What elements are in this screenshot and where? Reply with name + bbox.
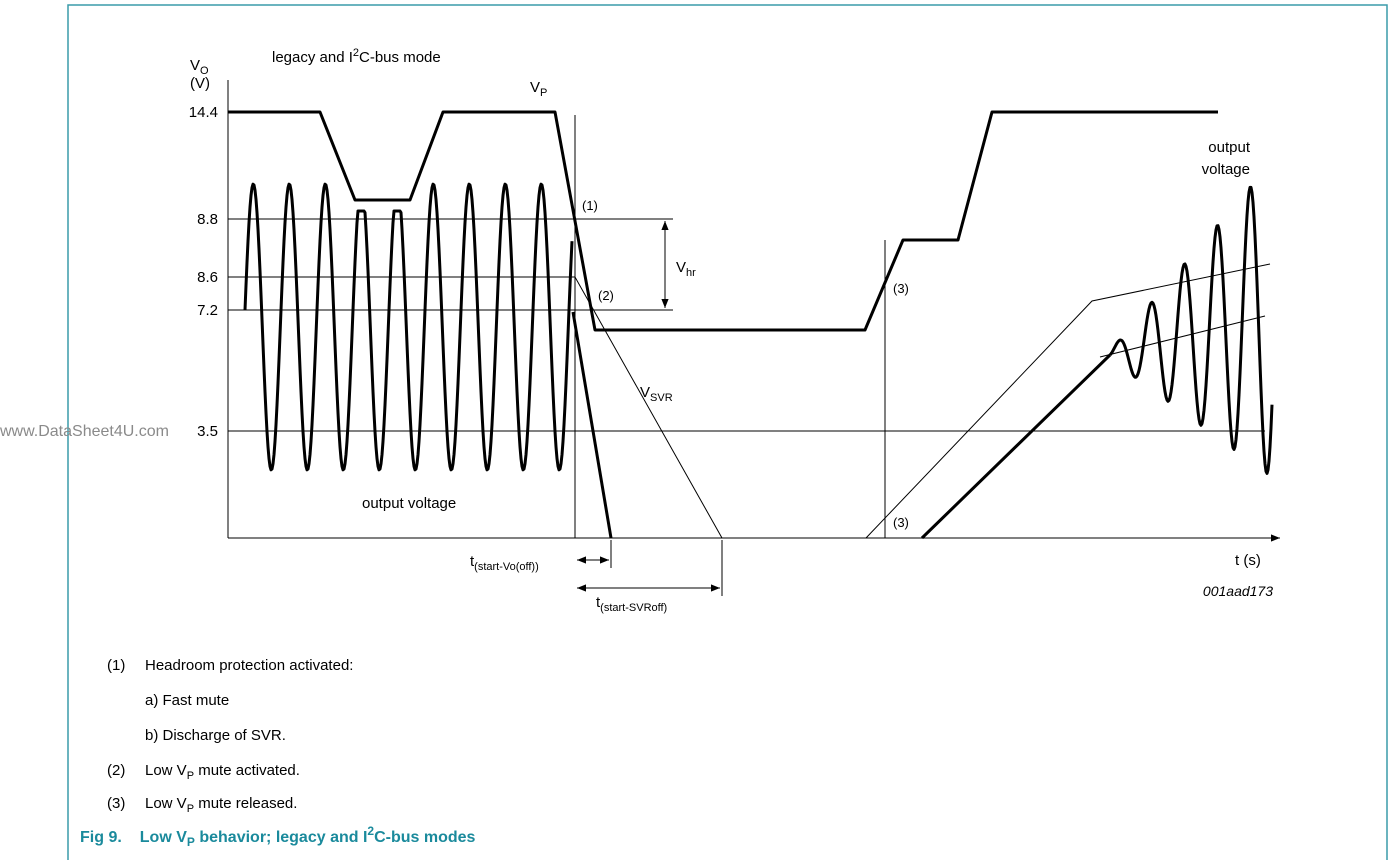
note-text: Headroom protection activated: bbox=[145, 657, 353, 674]
vhr-label: Vhr bbox=[676, 259, 696, 279]
vsvr-label: VSVR bbox=[640, 384, 673, 404]
note-text: Low VP mute released. bbox=[145, 795, 297, 815]
y-unit: (V) bbox=[190, 75, 210, 92]
frame bbox=[67, 4, 1388, 860]
marker-label: (3) bbox=[893, 515, 909, 530]
note-text: Low VP mute activated. bbox=[145, 762, 300, 782]
note-text: b) Discharge of SVR. bbox=[145, 727, 286, 744]
y-label: 3.5 bbox=[197, 423, 218, 440]
output-decay bbox=[571, 311, 613, 539]
output-voltage-label: output voltage bbox=[362, 495, 456, 512]
caption: Fig 9. Low VP behavior; legacy and I2C-bu… bbox=[80, 824, 476, 849]
marker-label: (3) bbox=[893, 281, 909, 296]
mode-label: legacy and I2C-bus mode bbox=[272, 47, 441, 66]
output-voltage-label: output bbox=[1208, 139, 1251, 156]
watermark: www.DataSheet4U.com bbox=[0, 423, 169, 440]
marker-label: (1) bbox=[582, 198, 598, 213]
y-label: 7.2 bbox=[197, 302, 218, 319]
output-voltage-label: voltage bbox=[1202, 161, 1250, 178]
figure-id: 001aad173 bbox=[1203, 583, 1273, 599]
note-text: a) Fast mute bbox=[145, 692, 229, 709]
y-title: VO bbox=[190, 57, 209, 77]
y-label: 8.6 bbox=[197, 269, 218, 286]
output-voltage-curve bbox=[243, 182, 574, 472]
output-voltage-curve bbox=[1108, 185, 1274, 475]
time-label: t(start-Vo(off)) bbox=[470, 553, 539, 573]
note-number: (1) bbox=[107, 657, 125, 674]
y-label: 8.8 bbox=[197, 211, 218, 228]
note-number: (3) bbox=[107, 795, 125, 812]
vp-curve bbox=[228, 110, 1218, 332]
y-label: 14.4 bbox=[189, 104, 218, 121]
time-label: t(start-SVRoff) bbox=[596, 594, 667, 614]
vsvr-line bbox=[228, 276, 723, 539]
vp-label: VP bbox=[530, 79, 547, 99]
output-ramp bbox=[920, 353, 1112, 540]
note-number: (2) bbox=[107, 762, 125, 779]
x-title: t (s) bbox=[1235, 552, 1261, 569]
marker-label: (2) bbox=[598, 288, 614, 303]
